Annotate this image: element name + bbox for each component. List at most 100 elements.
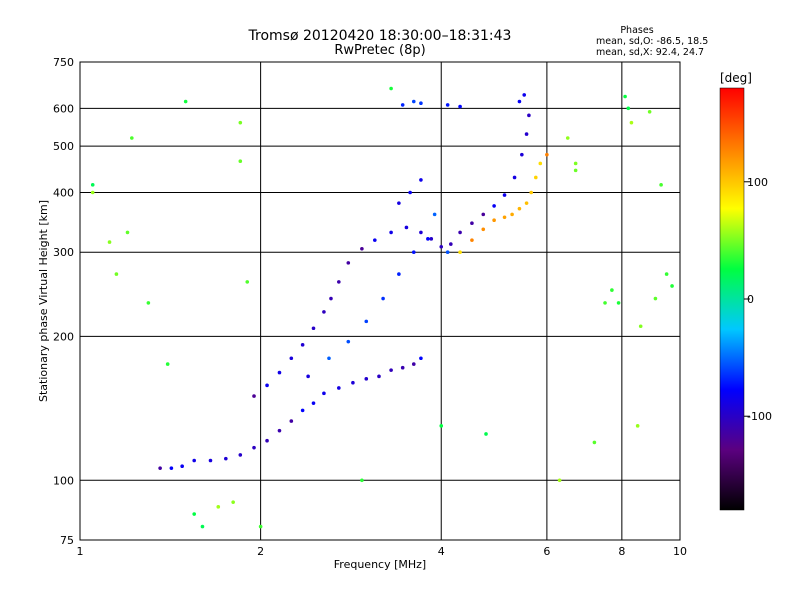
- data-point: [484, 432, 488, 436]
- data-point: [183, 99, 188, 104]
- data-point: [408, 190, 412, 195]
- data-point: [400, 103, 405, 107]
- data-point: [216, 505, 221, 509]
- data-point: [538, 161, 543, 166]
- data-point: [224, 456, 228, 461]
- data-point: [592, 440, 597, 445]
- data-point: [165, 362, 170, 366]
- data-point: [200, 524, 205, 529]
- data-point: [238, 159, 243, 164]
- colorbar-tick-label: -100: [747, 410, 772, 423]
- phase-stats-heading: Phases: [620, 25, 653, 36]
- data-point: [300, 408, 305, 413]
- data-point: [289, 419, 294, 423]
- data-point: [404, 225, 409, 230]
- x-tick-label: 2: [257, 545, 264, 558]
- x-tick-label: 1: [77, 545, 84, 558]
- data-point: [411, 250, 416, 255]
- data-point: [360, 246, 364, 251]
- data-point: [306, 374, 310, 379]
- data-point: [629, 120, 634, 125]
- data-point: [481, 212, 486, 217]
- data-point: [449, 242, 453, 246]
- data-point: [659, 183, 663, 187]
- data-point: [439, 244, 444, 249]
- data-points: [90, 86, 674, 529]
- data-point: [327, 356, 331, 361]
- data-point: [337, 386, 341, 390]
- data-point: [445, 250, 450, 255]
- data-point: [258, 524, 263, 529]
- y-tick-label: 100: [53, 474, 74, 487]
- data-point: [238, 120, 243, 125]
- colorbar-label: [deg]: [720, 71, 752, 85]
- data-point: [277, 428, 282, 433]
- data-point: [158, 466, 162, 470]
- data-point: [635, 424, 640, 428]
- data-point: [252, 445, 256, 450]
- phase-stats-o: mean, sd,O: -86.5, 18.5: [596, 36, 708, 47]
- data-point: [322, 391, 326, 396]
- data-point: [458, 230, 462, 235]
- data-point: [231, 500, 235, 504]
- data-point: [510, 212, 514, 217]
- data-point: [389, 86, 393, 91]
- y-tick-label: 500: [53, 140, 74, 153]
- data-point: [329, 296, 333, 301]
- x-tick-label: 4: [438, 545, 445, 558]
- data-point: [381, 296, 385, 301]
- data-point: [114, 272, 119, 276]
- data-point: [610, 288, 614, 292]
- data-point: [492, 204, 496, 208]
- data-point: [364, 319, 369, 324]
- data-point: [502, 215, 507, 220]
- data-point: [411, 99, 416, 104]
- data-point: [238, 453, 243, 457]
- y-axis-label: Stationary phase Virtual Height [km]: [37, 200, 50, 402]
- data-point: [265, 438, 269, 443]
- colorbar-tick-label: 100: [747, 176, 768, 189]
- colorbar-tick-label: 0: [747, 293, 754, 306]
- data-point: [534, 175, 538, 180]
- y-tick-label: 300: [53, 246, 74, 259]
- data-point: [337, 280, 341, 284]
- y-tick-label: 75: [60, 534, 74, 547]
- x-tick-label: 6: [543, 545, 550, 558]
- data-point: [557, 478, 562, 483]
- data-point: [517, 206, 522, 211]
- colorbar-ticks: 100 0 -100: [744, 176, 772, 423]
- y-axis-ticks: 75 100 200 300 400 500 600 750: [53, 56, 74, 547]
- x-axis-label: Frequency [MHz]: [334, 558, 426, 571]
- data-point: [512, 175, 517, 180]
- data-point: [277, 370, 282, 375]
- data-point: [432, 212, 437, 217]
- data-point: [289, 356, 294, 361]
- data-point: [419, 230, 423, 235]
- data-point: [529, 190, 534, 195]
- data-point: [377, 374, 381, 379]
- data-point: [573, 168, 578, 173]
- data-point: [208, 458, 213, 463]
- data-point: [373, 238, 377, 242]
- data-point: [192, 458, 196, 463]
- data-point: [626, 106, 631, 111]
- data-point: [146, 301, 151, 305]
- data-point: [664, 272, 669, 276]
- data-point: [300, 343, 305, 347]
- data-point: [389, 230, 393, 235]
- y-tick-label: 600: [53, 102, 74, 115]
- data-point: [90, 183, 95, 187]
- chart-title: Tromsø 20120420 18:30:00–18:31:43: [248, 28, 512, 44]
- data-point: [470, 238, 474, 242]
- data-point: [470, 221, 474, 226]
- data-point: [245, 280, 250, 284]
- data-point: [458, 250, 462, 255]
- data-point: [252, 394, 256, 398]
- plot-area: 1 2 4 6 8 10 75 100 200 300 400 500 600 750: [53, 56, 687, 558]
- plot-frame: [79, 61, 681, 541]
- data-point: [545, 152, 549, 157]
- data-point: [265, 383, 269, 388]
- data-point: [653, 296, 658, 301]
- data-point: [522, 93, 527, 97]
- data-point: [458, 104, 462, 109]
